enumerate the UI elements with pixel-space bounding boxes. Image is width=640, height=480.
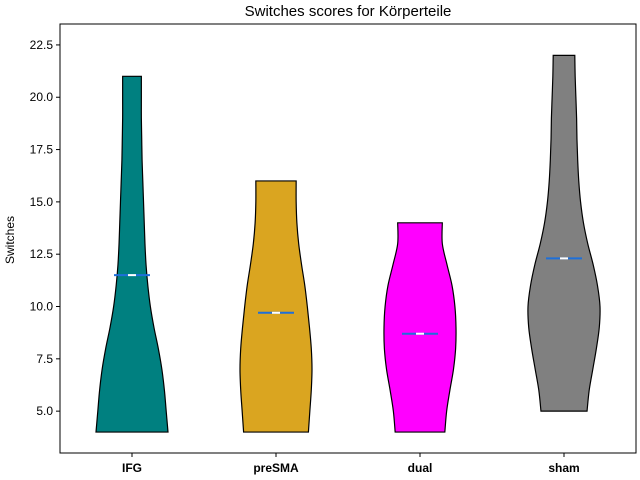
y-tick-label: 20.0 bbox=[30, 90, 54, 104]
plot-frame bbox=[59, 23, 637, 454]
violin-group bbox=[95, 54, 601, 433]
violin-dual bbox=[383, 222, 457, 433]
y-axis: 5.0 7.5 10.0 12.5 15.0 17.5 20.0 22.5 bbox=[30, 38, 60, 418]
violin-presma bbox=[239, 180, 313, 433]
y-tick-label: 17.5 bbox=[30, 143, 54, 157]
y-tick-label: 5.0 bbox=[36, 404, 53, 418]
y-tick-label: 10.0 bbox=[30, 300, 54, 314]
y-tick-label: 7.5 bbox=[36, 352, 53, 366]
y-tick-label: 12.5 bbox=[30, 247, 54, 261]
chart-title: Switches scores for Körperteile bbox=[245, 3, 452, 20]
y-tick-label: 22.5 bbox=[30, 38, 54, 52]
x-tick-label: sham bbox=[548, 461, 579, 475]
violin-sham bbox=[527, 54, 601, 412]
x-tick-label: IFG bbox=[122, 461, 142, 475]
violin-ifg bbox=[95, 75, 169, 433]
x-tick-label: dual bbox=[408, 461, 433, 475]
x-axis: IFG preSMA dual sham bbox=[122, 453, 580, 475]
x-tick-label: preSMA bbox=[253, 461, 299, 475]
y-axis-label: Switches bbox=[3, 216, 17, 264]
y-tick-label: 15.0 bbox=[30, 195, 54, 209]
